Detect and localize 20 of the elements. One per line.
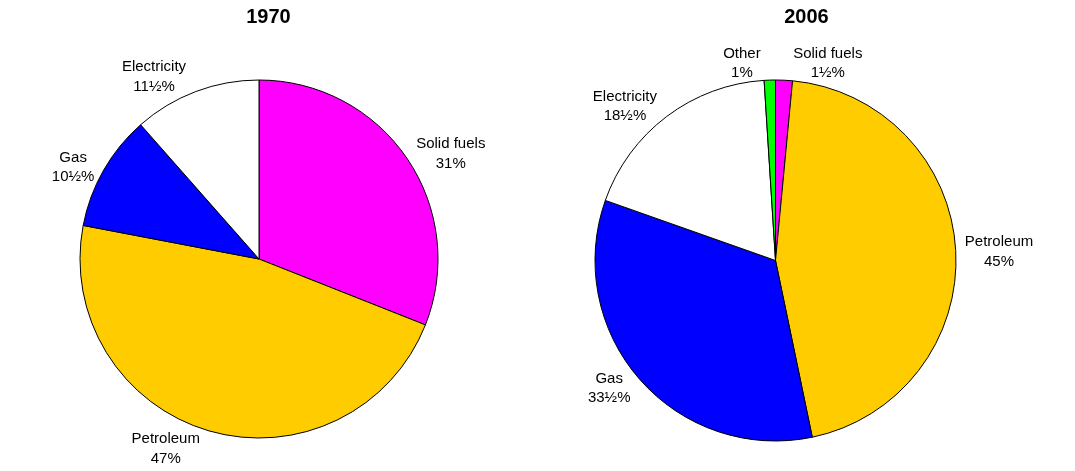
slice-label: Gas bbox=[595, 368, 623, 386]
data-label: 1% bbox=[731, 63, 753, 81]
data-label: 10½% bbox=[51, 167, 95, 185]
chart-title: 1970 bbox=[246, 5, 291, 28]
slice-label: Solid fuels bbox=[793, 43, 863, 61]
slice-label: Electricity bbox=[121, 57, 187, 75]
data-label: 18½% bbox=[603, 106, 647, 124]
data-label: 31% bbox=[435, 153, 466, 171]
slice-label: Petroleum bbox=[131, 429, 200, 447]
data-label: 33½% bbox=[587, 388, 631, 406]
data-label: 47% bbox=[150, 448, 181, 466]
slice-label: Gas bbox=[59, 147, 87, 165]
slice-label: Petroleum bbox=[964, 232, 1034, 250]
slice-label: Solid fuels bbox=[416, 134, 486, 152]
data-label: 1½% bbox=[810, 63, 845, 81]
slice-label: Electricity bbox=[592, 86, 658, 104]
slice-label: Other bbox=[723, 43, 761, 61]
data-label: 45% bbox=[984, 251, 1015, 269]
chart-title: 2006 bbox=[784, 5, 829, 28]
data-label: 11½% bbox=[133, 76, 175, 94]
